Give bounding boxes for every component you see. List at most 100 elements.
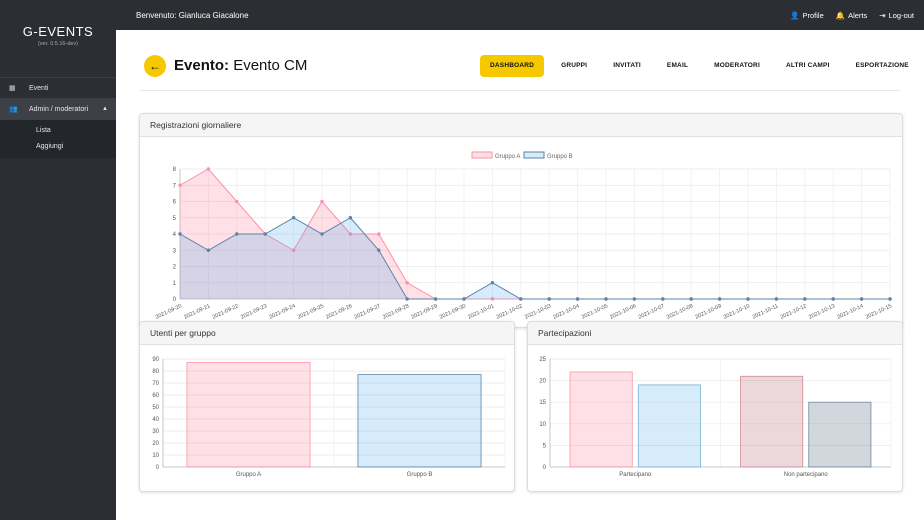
y-tick-label: 2 [173, 265, 177, 271]
bell-icon: 🔔 [835, 10, 846, 20]
logout-icon: ⇥ [879, 10, 886, 20]
welcome-text: Benvenuto: Gianluca Giacalone [136, 10, 249, 20]
legend-swatch [471, 151, 493, 159]
x-tick-label: 2021-09-21 [183, 303, 211, 320]
x-tick-label: 2021-09-28 [382, 303, 410, 320]
arrow-left-icon: ← [149, 59, 161, 73]
x-tick-label: Gruppo A [236, 472, 261, 478]
registrations-card: Registrazioni giornaliere Gruppo A Gruppo… [139, 113, 903, 328]
x-tick-label: 2021-10-09 [694, 303, 722, 320]
bar [808, 401, 872, 468]
x-tick-label: 2021-10-05 [581, 303, 609, 320]
data-point [178, 183, 182, 187]
x-tick-label: 2021-10-04 [552, 303, 580, 320]
data-point [632, 297, 637, 301]
data-point [433, 297, 438, 301]
back-button[interactable]: ← [144, 55, 166, 77]
x-tick-label: 2021-10-13 [808, 303, 836, 320]
data-point [490, 281, 495, 285]
bar [637, 384, 701, 468]
users-card-title: Utenti per gruppo [140, 322, 514, 345]
x-tick-label: 2021-09-25 [297, 303, 325, 320]
data-point [717, 297, 722, 301]
data-point [377, 248, 381, 252]
x-tick-label: 2021-09-30 [439, 303, 467, 320]
y-tick-label: 70 [152, 381, 159, 387]
users-card: Utenti per gruppo 0 10 20 30 40 50 60 70 80 90 Gru… [139, 321, 515, 492]
sidebar-item-label: Eventi [29, 84, 49, 92]
area-gruppo-b [180, 217, 890, 299]
event-tabs: DASHBOARD GRUPPI INVITATI EMAIL MODERATO… [480, 55, 922, 77]
x-tick-label: 2021-09-20 [155, 303, 183, 320]
area-gruppo-a [180, 169, 890, 299]
sidebar-item-admin[interactable]: 👥 Admin / moderatori ▲ [0, 99, 116, 120]
y-tick-label: 30 [152, 429, 159, 435]
legend-label: Gruppo A [495, 154, 520, 160]
y-tick-label: 7 [173, 183, 177, 189]
y-tick-label: 1 [173, 281, 177, 287]
x-tick-label: 2021-10-15 [865, 303, 893, 320]
calendar-icon: ▦ [9, 85, 16, 92]
y-tick-label: 90 [152, 357, 159, 363]
top-actions: 👤 Profile 🔔 Alerts ⇥ Log-out [790, 11, 914, 20]
data-point [291, 216, 296, 220]
x-tick-label: 2021-10-08 [666, 303, 694, 320]
y-tick-label: 10 [152, 453, 159, 459]
x-tick-label: 2021-10-12 [780, 303, 808, 320]
data-point [178, 232, 182, 236]
data-point [888, 297, 892, 301]
x-tick-label: 2021-10-07 [638, 303, 666, 320]
app-version: (ver. 0.5.16-dev) [37, 41, 79, 47]
x-tick-label: 2021-10-10 [723, 303, 751, 320]
participations-card: Partecipazioni 0 5 10 15 20 25 Partecipano Non … [527, 321, 903, 492]
data-point [774, 297, 779, 301]
data-point [320, 199, 324, 204]
user-edit-icon: 👤 [790, 10, 800, 20]
data-point [746, 297, 750, 301]
data-point [661, 297, 665, 301]
y-tick-label: 3 [173, 248, 177, 254]
tab-altri-campi[interactable]: ALTRI CAMPI [785, 62, 830, 69]
y-tick-label: 5 [173, 216, 177, 222]
tab-gruppi[interactable]: GRUPPI [561, 62, 588, 69]
logout-label: Log-out [888, 10, 914, 20]
tab-esportazione[interactable]: ESPORTAZIONE [855, 62, 909, 69]
logout-link[interactable]: ⇥ Log-out [879, 11, 914, 20]
page-title-event: Evento CM [233, 57, 308, 74]
legend-label: Gruppo B [547, 154, 573, 160]
y-tick-label: 15 [539, 400, 546, 406]
data-point [206, 167, 211, 171]
side-nav: ▦ Eventi 👥 Admin / moderatori ▲ Lista Ag… [0, 77, 116, 158]
main-content: ← Evento: Evento CM DASHBOARD GRUPPI INV… [116, 30, 924, 520]
y-tick-label: 40 [152, 417, 159, 423]
sidebar-item-label: Admin / moderatori [29, 105, 89, 113]
sidebar-subitem-lista[interactable]: Lista [36, 127, 51, 134]
data-point [348, 232, 353, 236]
y-tick-label: 10 [539, 422, 546, 428]
profile-link[interactable]: 👤 Profile [790, 11, 824, 20]
tab-email[interactable]: EMAIL [666, 62, 689, 69]
users-chart: 0 10 20 30 40 50 60 70 80 90 Gruppo A Gruppo B [152, 357, 506, 478]
data-point [320, 232, 324, 236]
tab-dashboard[interactable]: DASHBOARD [480, 55, 545, 77]
y-tick-label: 50 [152, 405, 159, 411]
brand-logo[interactable]: G-EVENTS [22, 24, 94, 39]
series-line-gruppo-b [179, 217, 890, 300]
tab-moderatori[interactable]: MODERATORI [714, 62, 760, 69]
alerts-link[interactable]: 🔔 Alerts [836, 11, 868, 20]
bar [740, 375, 804, 468]
sidebar-submenu: Lista Aggiungi [0, 120, 116, 158]
chevron-up-icon: ▲ [102, 106, 108, 112]
y-tick-label: 6 [173, 200, 177, 206]
sidebar-item-eventi[interactable]: ▦ Eventi [0, 78, 116, 99]
tab-invitati[interactable]: INVITATI [613, 62, 641, 69]
x-tick-label: 2021-10-14 [836, 303, 864, 320]
x-tick-label: 2021-10-02 [496, 303, 524, 320]
x-tick-label: 2021-09-23 [240, 303, 268, 320]
data-point [405, 297, 409, 301]
x-tick-label: 2021-10-03 [524, 303, 552, 320]
sidebar-subitem-aggiungi[interactable]: Aggiungi [36, 143, 64, 150]
y-tick-label: 25 [539, 357, 546, 363]
alerts-label: Alerts [848, 10, 868, 20]
